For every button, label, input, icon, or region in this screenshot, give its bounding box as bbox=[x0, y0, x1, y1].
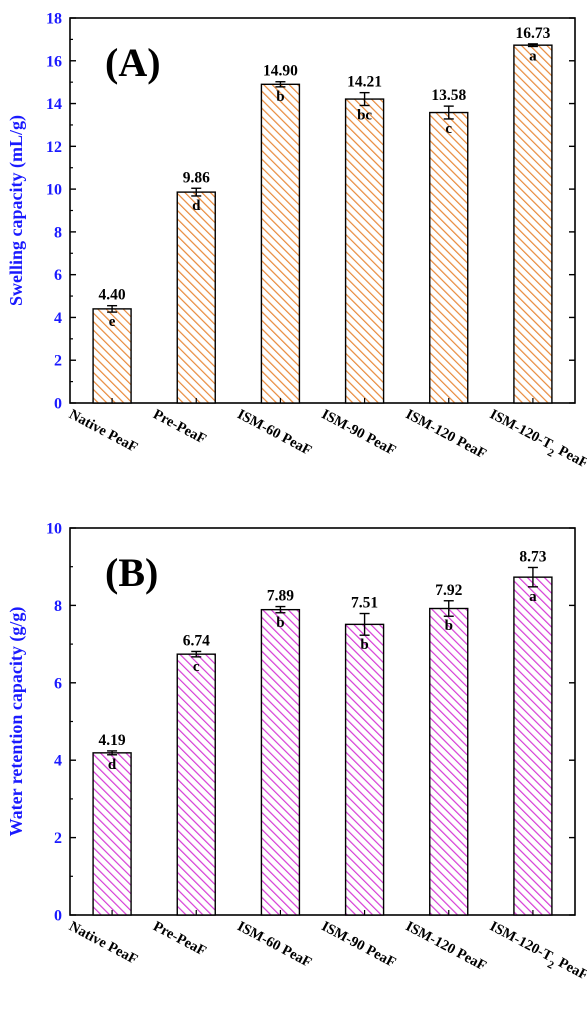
bar bbox=[513, 44, 553, 404]
bar bbox=[260, 608, 301, 916]
x-tick-label: Native PeaF bbox=[66, 918, 140, 968]
significance-letter: e bbox=[109, 314, 116, 330]
y-tick-label: 14 bbox=[46, 96, 62, 113]
data-label: 13.58 bbox=[431, 87, 466, 104]
data-label: 4.40 bbox=[99, 287, 126, 304]
bar bbox=[176, 653, 216, 916]
x-tick-label: ISM-120 PeaF bbox=[403, 406, 489, 462]
bar bbox=[92, 752, 132, 916]
significance-letter: b bbox=[276, 89, 284, 105]
y-tick-label: 18 bbox=[46, 11, 62, 28]
x-tick-label: ISM-60 PeaF bbox=[235, 406, 315, 459]
y-tick-label: 4 bbox=[54, 310, 62, 327]
y-tick-label: 0 bbox=[54, 908, 62, 925]
y-tick-label: 10 bbox=[46, 182, 62, 199]
bar bbox=[92, 308, 132, 404]
bar bbox=[344, 623, 385, 916]
significance-letter: c bbox=[445, 121, 452, 137]
x-tick-label: Pre-PeaF bbox=[150, 918, 209, 959]
x-tick-label: ISM-120-T2 PeaF bbox=[485, 918, 587, 988]
y-axis-label: Swelling capacity (mL/g) bbox=[6, 115, 27, 306]
bar bbox=[429, 607, 469, 916]
x-tick-label: Pre-PeaF bbox=[150, 406, 209, 447]
panel-a-swelling-chart: 0 2 4 6 8 10 12 14 16 18 Swelling capacity (mL/g) (… bbox=[6, 11, 587, 476]
data-label: 8.73 bbox=[519, 548, 546, 565]
bar bbox=[429, 111, 469, 404]
significance-letter: d bbox=[108, 757, 117, 773]
y-tick-label: 2 bbox=[54, 353, 62, 370]
y-tick-label: 16 bbox=[46, 53, 62, 70]
significance-letter: bc bbox=[357, 107, 372, 123]
x-tick-label: ISM-90 PeaF bbox=[319, 918, 399, 971]
x-tick-label: ISM-120 PeaF bbox=[403, 918, 489, 974]
data-label: 7.89 bbox=[267, 588, 294, 605]
data-label: 7.92 bbox=[435, 582, 462, 599]
bar bbox=[513, 576, 553, 916]
y-tick-label: 6 bbox=[54, 267, 62, 284]
data-label: 7.51 bbox=[351, 595, 378, 612]
y-tick-label: 8 bbox=[54, 598, 62, 615]
data-label: 16.73 bbox=[515, 25, 550, 42]
data-label: 6.74 bbox=[183, 632, 210, 649]
significance-letter: b bbox=[360, 637, 368, 653]
y-tick-label: 8 bbox=[54, 224, 62, 241]
panel-b-water-retention-chart: 0 2 4 6 8 10 Water retention capacity (g/g) (B)… bbox=[6, 521, 587, 988]
x-tick-label: ISM-120-T2 PeaF bbox=[485, 406, 587, 476]
panel-label: (B) bbox=[105, 550, 158, 595]
y-tick-label: 12 bbox=[46, 139, 62, 156]
data-label: 14.90 bbox=[263, 63, 298, 80]
y-tick-label: 10 bbox=[46, 521, 62, 538]
bar bbox=[176, 191, 216, 404]
bar bbox=[260, 83, 301, 404]
y-tick-label: 4 bbox=[54, 753, 62, 770]
y-tick-label: 2 bbox=[54, 830, 62, 847]
x-tick-label: Native PeaF bbox=[66, 406, 140, 456]
x-tick-label: ISM-90 PeaF bbox=[319, 406, 399, 459]
x-tick-label: ISM-60 PeaF bbox=[235, 918, 315, 971]
significance-letter: b bbox=[276, 615, 284, 631]
data-label: 9.86 bbox=[183, 169, 210, 186]
y-tick-label: 6 bbox=[54, 675, 62, 692]
data-label: 14.21 bbox=[347, 74, 382, 91]
significance-letter: a bbox=[529, 589, 537, 605]
data-label: 4.19 bbox=[99, 732, 126, 749]
significance-letter: d bbox=[192, 198, 201, 214]
significance-letter: a bbox=[529, 48, 537, 64]
significance-letter: c bbox=[193, 659, 200, 675]
y-axis-label: Water retention capacity (g/g) bbox=[6, 607, 27, 837]
y-tick-label: 0 bbox=[54, 396, 62, 413]
significance-letter: b bbox=[445, 618, 453, 634]
panel-label: (A) bbox=[105, 40, 161, 85]
bar bbox=[344, 98, 385, 404]
